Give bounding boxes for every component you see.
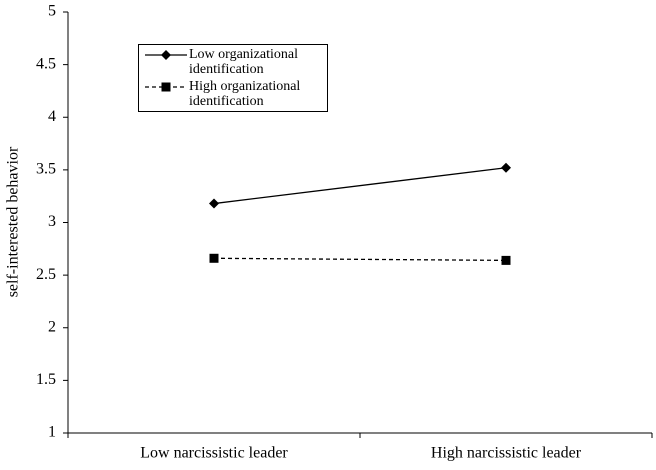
legend-item: High organizational identification [143,79,323,109]
x-tick-label: Low narcissistic leader [140,445,288,462]
point [209,253,219,263]
legend-item: Low organizational identification [143,47,323,77]
y-tick-label: 4 [48,108,56,125]
series-line [213,257,507,262]
y-tick-label: 1 [48,424,56,441]
legend-swatch [145,82,187,92]
series-line [213,167,507,205]
legend-label: Low organizational identification [189,47,298,77]
y-tick-label: 2.5 [36,266,56,283]
y-tick-label: 2 [48,318,56,335]
y-axis-label: self-interested behavior [5,146,22,297]
x-tick-label: High narcissistic leader [431,445,582,462]
point [161,82,171,92]
y-tick-label: 1.5 [36,371,56,388]
legend: Low organizational identification High or… [138,44,328,112]
legend-swatch [145,50,187,60]
y-tick-label: 3 [48,213,56,230]
y-tick-label: 4.5 [36,55,56,72]
legend-label: High organizational identification [189,79,301,109]
point [209,198,219,209]
point [161,50,171,60]
point [501,255,511,265]
point [501,162,511,173]
y-tick-label: 3.5 [36,161,56,178]
y-tick-label: 5 [48,3,56,20]
